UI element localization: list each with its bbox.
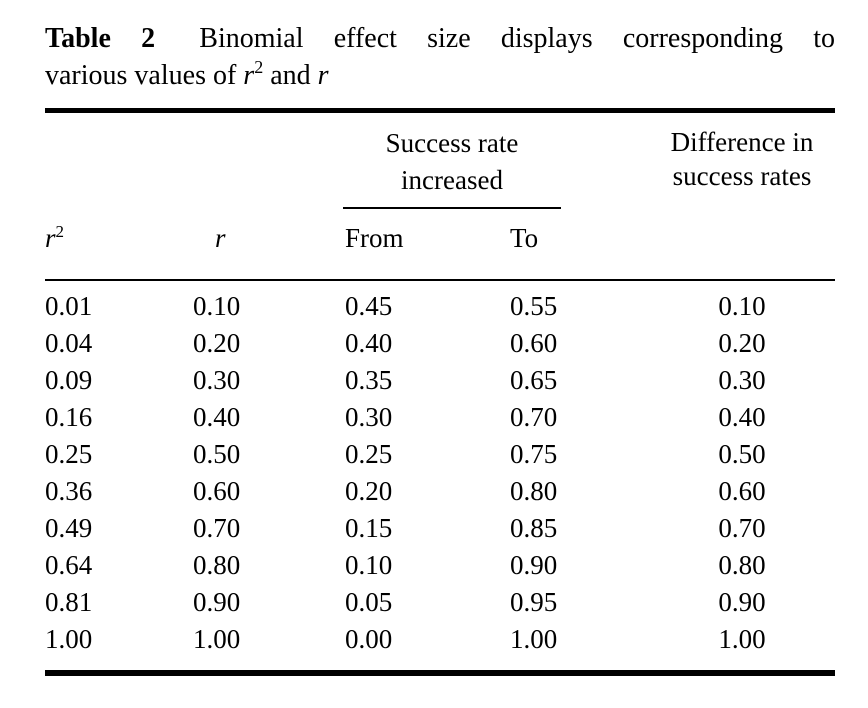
table-cell: 0.36 [45, 476, 93, 506]
table-cell: 0.16 [45, 402, 93, 432]
math-r: r [215, 223, 226, 253]
table-cell: 0.80 [510, 476, 558, 506]
math-r: r [243, 60, 255, 91]
table-cell: 0.05 [345, 587, 393, 617]
table-cell: 0.30 [718, 365, 766, 395]
table-number: Table 2 [45, 23, 156, 54]
table-cell: 0.60 [718, 476, 766, 506]
table-cell: 0.15 [345, 513, 393, 543]
table-caption: Table 2 Binomial effect size displays co… [45, 20, 835, 94]
table-cell: 0.75 [510, 439, 558, 469]
table-row: 0.09 0.30 0.35 0.65 0.30 [45, 362, 835, 399]
math-superscript-2: 2 [254, 57, 264, 77]
caption-text: Binomial effect size displays correspond… [199, 23, 835, 54]
caption-text-2: various values of [45, 60, 237, 91]
table-cell: 0.70 [510, 402, 558, 432]
math-r: r [45, 223, 56, 253]
table-cell: 0.80 [193, 550, 241, 580]
table-row: 0.36 0.60 0.20 0.80 0.60 [45, 473, 835, 510]
caption-line-2: various values of r2 and r [45, 57, 835, 94]
spanner-header-row: Success rate increased Difference in suc… [45, 110, 835, 281]
table-cell: 0.50 [193, 439, 241, 469]
table-body: 0.01 0.10 0.45 0.55 0.10 0.04 0.20 0.40 0.60 0.20… [45, 280, 835, 673]
table-cell: 0.10 [345, 550, 393, 580]
table-cell: 0.01 [45, 291, 93, 321]
table-cell: 0.95 [510, 587, 558, 617]
column-header-to: To [506, 209, 649, 281]
math-r: r [317, 60, 329, 91]
table-row: 0.81 0.90 0.05 0.95 0.90 [45, 584, 835, 621]
table-cell: 0.90 [510, 550, 558, 580]
difference-header-line-1: Difference in [670, 127, 814, 157]
table-cell: 0.60 [193, 476, 241, 506]
caption-text-3: and [270, 60, 311, 91]
table-cell: 0.20 [345, 476, 393, 506]
table-cell: 0.90 [193, 587, 241, 617]
difference-header-line-2: success rates [672, 161, 812, 191]
spanner-box: Success rate increased [343, 125, 561, 209]
binomial-effect-size-table: Success rate increased Difference in suc… [45, 108, 835, 676]
table-cell: 0.20 [193, 328, 241, 358]
table-cell: 0.55 [510, 291, 558, 321]
column-header-r: r [193, 209, 343, 281]
empty-header-cell [45, 111, 193, 210]
table-cell: 0.30 [345, 402, 393, 432]
table-cell: 1.00 [193, 624, 241, 654]
table-cell: 0.40 [718, 402, 766, 432]
table-cell: 0.30 [193, 365, 241, 395]
table-cell: 0.10 [193, 291, 241, 321]
column-header-row: r2 r From To [45, 209, 835, 281]
table-cell: 0.50 [718, 439, 766, 469]
caption-line-1: Table 2 Binomial effect size displays co… [45, 20, 835, 57]
table-cell: 0.81 [45, 587, 93, 617]
table-cell: 1.00 [510, 624, 558, 654]
table-cell: 0.49 [45, 513, 93, 543]
table-row: 0.01 0.10 0.45 0.55 0.10 [45, 280, 835, 325]
table-cell: 0.70 [193, 513, 241, 543]
table-row: 0.25 0.50 0.25 0.75 0.50 [45, 436, 835, 473]
table-header: Success rate increased Difference in suc… [45, 110, 835, 281]
column-header-from: From [343, 209, 506, 281]
table-cell: 0.09 [45, 365, 93, 395]
difference-header-cell: Difference in success rates [649, 110, 835, 281]
table-cell: 0.40 [345, 328, 393, 358]
table-row: 1.00 1.00 0.00 1.00 1.00 [45, 621, 835, 673]
table-cell: 0.80 [718, 550, 766, 580]
empty-header-cell [193, 111, 343, 210]
table-cell: 0.10 [718, 291, 766, 321]
math-superscript-2: 2 [55, 222, 65, 241]
table-container: Success rate increased Difference in suc… [45, 108, 835, 676]
spanner-line-1: Success rate [385, 128, 519, 158]
table-cell: 0.04 [45, 328, 93, 358]
table-cell: 0.40 [193, 402, 241, 432]
table-cell: 0.25 [45, 439, 93, 469]
table-cell: 0.64 [45, 550, 93, 580]
table-cell: 1.00 [45, 624, 93, 654]
table-cell: 0.00 [345, 624, 393, 654]
table-cell: 0.70 [718, 513, 766, 543]
table-cell: 1.00 [718, 624, 766, 654]
spanner-header-cell: Success rate increased [343, 111, 649, 209]
spanner-line-2: increased [401, 165, 503, 195]
table-row: 0.16 0.40 0.30 0.70 0.40 [45, 399, 835, 436]
table-cell: 0.60 [510, 328, 558, 358]
table-row: 0.04 0.20 0.40 0.60 0.20 [45, 325, 835, 362]
table-row: 0.49 0.70 0.15 0.85 0.70 [45, 510, 835, 547]
table-cell: 0.35 [345, 365, 393, 395]
table-row: 0.64 0.80 0.10 0.90 0.80 [45, 547, 835, 584]
table-cell: 0.45 [345, 291, 393, 321]
table-cell: 0.65 [510, 365, 558, 395]
column-header-r-squared: r2 [45, 209, 193, 281]
table-cell: 0.20 [718, 328, 766, 358]
table-cell: 0.90 [718, 587, 766, 617]
table-cell: 0.85 [510, 513, 558, 543]
table-cell: 0.25 [345, 439, 393, 469]
